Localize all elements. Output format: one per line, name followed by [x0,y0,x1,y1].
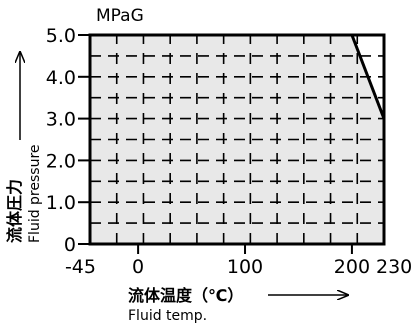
y-tick-label: 3.0 [46,109,76,131]
y-tick-label: 1.0 [46,192,76,214]
y-tick-label: 5.0 [46,25,76,47]
y-axis-unit: MPaG [96,6,144,26]
y-axis-label-ja: 流体圧力 [5,179,24,243]
y-axis-ticks: 0 1.0 2.0 3.0 4.0 5.0 [46,25,90,256]
x-tick-label: 100 [227,256,263,278]
grid [90,35,384,244]
x-axis-ticks: -45 0 100 200 230 [65,244,412,278]
x-tick-label: 200 [334,256,370,278]
x-tick-label: 230 [376,256,412,278]
y-tick-label: 2.0 [46,150,76,172]
x-axis-label-en: Fluid temp. [128,308,207,324]
y-axis-label-en: Fluid pressure [27,144,43,243]
x-tick-label: -45 [65,256,96,278]
x-axis-label-ja: 流体温度（℃） [128,286,243,305]
y-tick-label: 0 [64,234,76,256]
x-tick-label: 0 [132,256,144,278]
y-tick-label: 4.0 [46,67,76,89]
operating-limit-line [350,34,386,120]
plot-frame [88,33,386,246]
